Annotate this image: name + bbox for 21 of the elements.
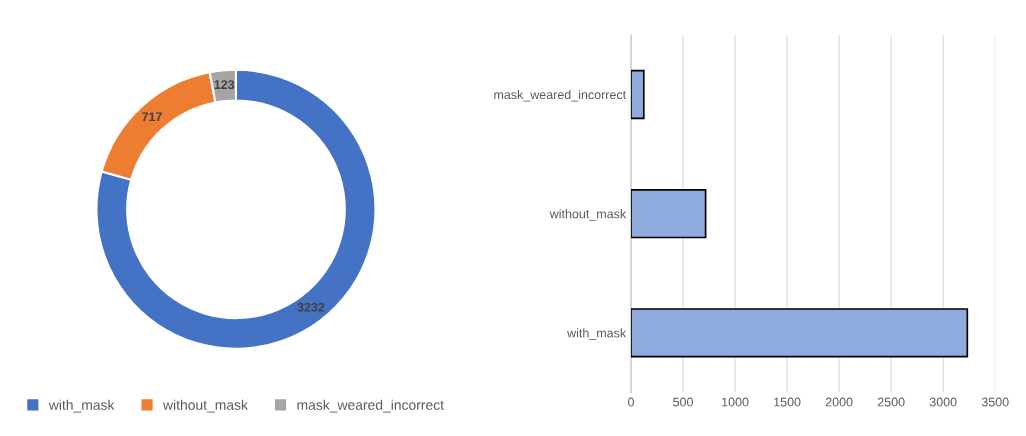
donut-slice: [95, 68, 377, 350]
x-tick-label: 1500: [774, 397, 801, 407]
x-tick-label: 3000: [929, 397, 957, 407]
legend-label: mask_weared_incorrect: [297, 399, 444, 413]
data-label: 123: [214, 80, 235, 90]
legend-label: without_mask: [163, 399, 248, 413]
x-tick-label: 2500: [877, 397, 905, 407]
y-tick-label: without_mask: [549, 209, 627, 221]
data-label: 3232: [297, 302, 325, 312]
bar: [630, 308, 969, 358]
x-tick-label: 2000: [825, 397, 853, 407]
bar: [630, 69, 645, 120]
x-tick-label: 3500: [981, 397, 1009, 407]
y-tick-label: mask_weared_incorrect: [494, 89, 627, 102]
x-tick-label: 1000: [722, 397, 749, 407]
y-tick-label: with_mask: [567, 328, 627, 340]
data-label: 717: [142, 112, 162, 122]
x-tick-label: 0: [628, 397, 634, 407]
bar: [630, 188, 707, 239]
x-tick-label: 500: [673, 397, 693, 407]
legend-label: with_mask: [48, 399, 115, 413]
